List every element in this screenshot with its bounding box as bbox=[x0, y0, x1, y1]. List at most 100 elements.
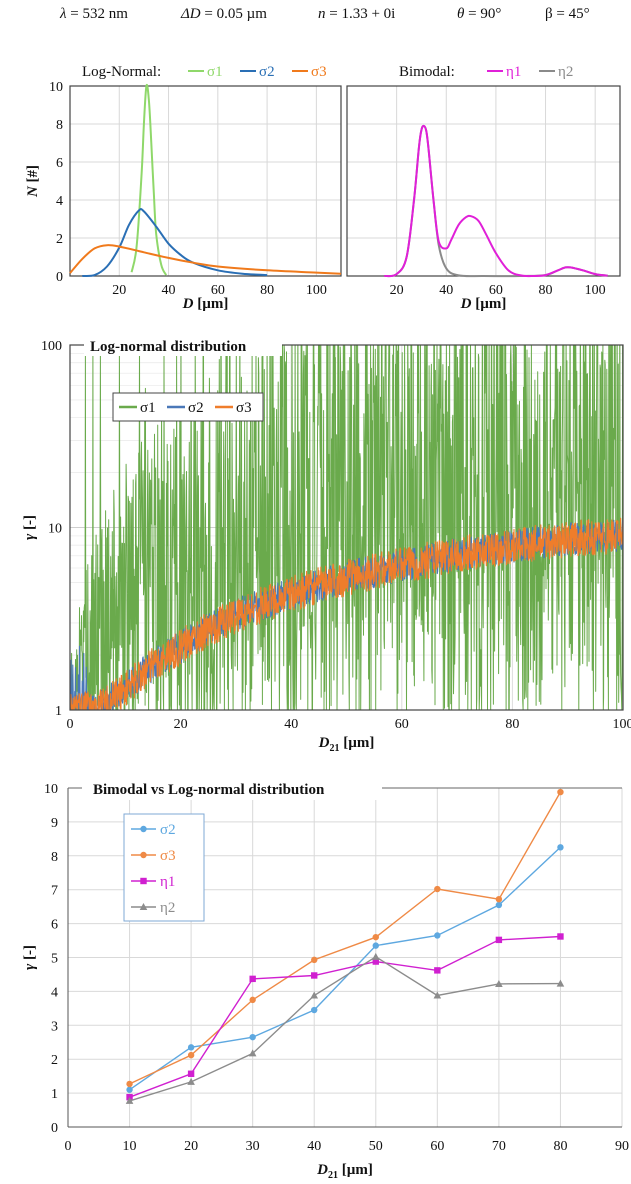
legend-a-label-σ3: σ3 bbox=[311, 64, 327, 80]
tick-b-x-80: 80 bbox=[539, 283, 553, 298]
point-d-σ2-40 bbox=[311, 1006, 318, 1014]
point-d-η2-10 bbox=[125, 1096, 134, 1104]
panel-a-xlabel: D [µm] bbox=[182, 296, 229, 312]
panel-d-title: Bimodal vs Log-normal distribution bbox=[93, 782, 325, 798]
legend-d-marker-σ2 bbox=[140, 825, 147, 833]
point-d-η2-60 bbox=[433, 991, 442, 999]
tick-a-x-40: 40 bbox=[162, 283, 176, 298]
series-a-σ1 bbox=[130, 84, 168, 276]
tick-a-y-8: 8 bbox=[56, 118, 63, 133]
tick-a-y-2: 2 bbox=[56, 232, 63, 247]
legend-d-marker-η1 bbox=[140, 877, 147, 885]
point-d-η2-50 bbox=[371, 952, 380, 960]
legend-d-marker-η2 bbox=[139, 903, 148, 910]
param-theta: θ = 90° bbox=[457, 6, 502, 22]
panel-c-plot bbox=[70, 345, 623, 710]
tick-d-x-20: 20 bbox=[184, 1139, 198, 1154]
panel-b-xlabel: D [µm] bbox=[460, 296, 507, 312]
legend-c-label-σ2: σ2 bbox=[188, 400, 204, 416]
tick-a-y-4: 4 bbox=[56, 194, 63, 209]
tick-d-x-0: 0 bbox=[65, 1139, 72, 1154]
param-step: ΔD = 0.05 µm bbox=[181, 6, 267, 22]
tick-c-x-0: 0 bbox=[67, 717, 74, 732]
tick-a-x-100: 100 bbox=[306, 283, 327, 298]
series-b-η1 bbox=[384, 124, 608, 278]
legend-c-label-σ1: σ1 bbox=[140, 400, 156, 416]
point-d-η1-80 bbox=[557, 933, 564, 940]
tick-d-x-50: 50 bbox=[369, 1139, 383, 1154]
tick-a-x-80: 80 bbox=[260, 283, 274, 298]
tick-a-y-6: 6 bbox=[56, 156, 63, 171]
legend-d-box bbox=[123, 813, 205, 922]
tick-c-x-80: 80 bbox=[505, 717, 519, 732]
point-d-η1-20 bbox=[187, 1070, 195, 1077]
tick-d-y-4: 4 bbox=[51, 985, 58, 1000]
point-d-η1-30 bbox=[249, 975, 256, 983]
panel-a-frame bbox=[69, 85, 342, 277]
point-d-σ3-60 bbox=[434, 885, 441, 893]
tick-c-x-40: 40 bbox=[284, 717, 298, 732]
legend-a-label-σ1: σ1 bbox=[207, 64, 223, 80]
legend-c-label-σ3: σ3 bbox=[236, 400, 252, 416]
panel-d-ylabel: γ [-] bbox=[22, 945, 38, 970]
tick-b-x-40: 40 bbox=[439, 283, 453, 298]
tick-c-y-1: 1 bbox=[55, 704, 62, 719]
tick-c-x-60: 60 bbox=[395, 717, 409, 732]
point-d-σ2-50 bbox=[372, 942, 379, 949]
tick-c-y-100: 100 bbox=[41, 339, 62, 354]
tick-a-y-0: 0 bbox=[56, 270, 63, 285]
panel-d-xlabel: D21 [µm] bbox=[316, 1162, 373, 1181]
param-refractive-index: n = 1.33 + 0i bbox=[318, 6, 396, 22]
point-d-σ3-80 bbox=[557, 788, 564, 796]
legend-a-title: Log-Normal: bbox=[82, 64, 161, 80]
panel-c-frame bbox=[69, 344, 624, 711]
point-d-σ3-50 bbox=[372, 933, 379, 941]
panel-c-ylabel: γ [-] bbox=[22, 515, 38, 540]
tick-d-y-5: 5 bbox=[51, 952, 58, 967]
panel-c-title-bg bbox=[84, 332, 282, 356]
legend-b-bg bbox=[349, 60, 618, 82]
point-d-η2-20 bbox=[187, 1077, 195, 1085]
tick-d-x-60: 60 bbox=[430, 1139, 444, 1154]
point-d-σ3-30 bbox=[249, 996, 256, 1004]
tick-a-x-20: 20 bbox=[112, 283, 126, 298]
legend-c-box bbox=[112, 392, 264, 422]
tick-d-y-1: 1 bbox=[51, 1087, 58, 1102]
tick-b-x-100: 100 bbox=[585, 283, 606, 298]
legend-d-label-σ2: σ2 bbox=[160, 822, 176, 838]
tick-c-x-20: 20 bbox=[174, 717, 188, 732]
point-d-η1-70 bbox=[495, 936, 503, 944]
tick-d-y-0: 0 bbox=[51, 1121, 58, 1136]
tick-d-y-8: 8 bbox=[51, 850, 58, 865]
tick-d-x-80: 80 bbox=[553, 1139, 567, 1154]
series-a-σ2 bbox=[82, 208, 268, 278]
series-d-η2 bbox=[129, 955, 561, 1102]
point-d-η1-40 bbox=[311, 972, 318, 979]
tick-d-y-2: 2 bbox=[51, 1053, 58, 1068]
tick-a-y-10: 10 bbox=[49, 80, 63, 95]
point-d-η2-70 bbox=[495, 979, 503, 987]
param-wavelength: λ = 532 nm bbox=[60, 6, 128, 22]
point-d-σ2-70 bbox=[495, 901, 503, 909]
tick-c-y-10: 10 bbox=[48, 522, 62, 537]
tick-a-x-60: 60 bbox=[211, 283, 225, 298]
legend-a-label-σ2: σ2 bbox=[259, 64, 275, 80]
point-d-σ2-30 bbox=[249, 1033, 256, 1041]
tick-d-y-7: 7 bbox=[51, 884, 58, 899]
tick-d-x-40: 40 bbox=[307, 1139, 321, 1154]
tick-d-y-9: 9 bbox=[51, 816, 58, 831]
legend-d-label-η2: η2 bbox=[160, 900, 175, 916]
point-d-η1-60 bbox=[434, 967, 441, 974]
panel-d-title-bg bbox=[82, 774, 382, 800]
series-d-σ3 bbox=[129, 791, 562, 1085]
legend-b-title: Bimodal: bbox=[399, 64, 455, 80]
tick-d-x-90: 90 bbox=[615, 1139, 629, 1154]
legend-b-label-η2: η2 bbox=[558, 64, 573, 80]
tick-d-x-70: 70 bbox=[492, 1139, 506, 1154]
tick-d-x-10: 10 bbox=[123, 1139, 137, 1154]
tick-b-x-60: 60 bbox=[489, 283, 503, 298]
point-d-σ2-80 bbox=[557, 844, 564, 851]
legend-b-label-η1: η1 bbox=[506, 64, 521, 80]
point-d-η2-30 bbox=[248, 1049, 257, 1057]
